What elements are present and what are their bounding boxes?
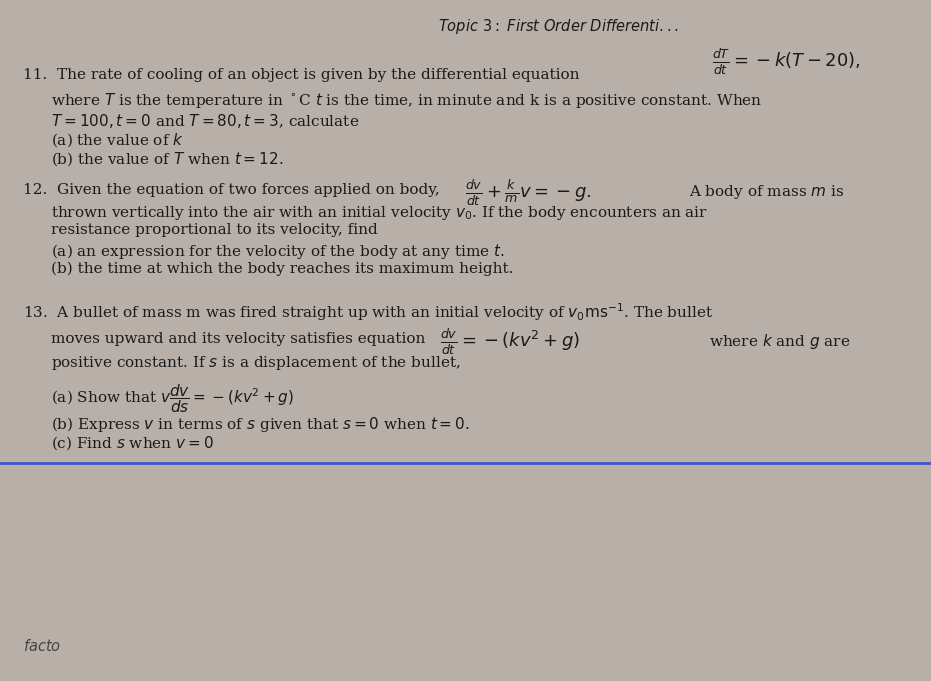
Text: 11.  The rate of cooling of an object is given by the differential equation: 11. The rate of cooling of an object is … bbox=[23, 68, 580, 82]
Text: (a) Show that $v\dfrac{dv}{ds}=-(kv^2+g)$: (a) Show that $v\dfrac{dv}{ds}=-(kv^2+g)… bbox=[51, 383, 294, 415]
Text: $\frac{dv}{dt}=-(kv^2+g)$: $\frac{dv}{dt}=-(kv^2+g)$ bbox=[440, 328, 580, 358]
Text: $T=100, t=0$ and $T=80, t=3$, calculate: $T=100, t=0$ and $T=80, t=3$, calculate bbox=[51, 112, 359, 129]
Text: 12.  Given the equation of two forces applied on body,: 12. Given the equation of two forces app… bbox=[23, 183, 440, 197]
Text: (c) Find $s$ when $v=0$: (c) Find $s$ when $v=0$ bbox=[51, 434, 214, 452]
Text: thrown vertically into the air with an initial velocity $v_0$. If the body encou: thrown vertically into the air with an i… bbox=[51, 204, 708, 222]
Text: (b) Express $v$ in terms of $s$ given that $s=0$ when $t=0.$: (b) Express $v$ in terms of $s$ given th… bbox=[51, 415, 470, 434]
Text: $\frac{dT}{dt}=-k(T-20),$: $\frac{dT}{dt}=-k(T-20),$ bbox=[712, 48, 861, 78]
Text: A body of mass $m$ is: A body of mass $m$ is bbox=[689, 183, 844, 200]
Text: $\frac{dv}{dt}+\frac{k}{m}v=-g$.: $\frac{dv}{dt}+\frac{k}{m}v=-g$. bbox=[466, 178, 592, 208]
Text: resistance proportional to its velocity, find: resistance proportional to its velocity,… bbox=[51, 223, 378, 238]
Text: (a) the value of $k$: (a) the value of $k$ bbox=[51, 131, 184, 149]
Text: moves upward and its velocity satisfies equation: moves upward and its velocity satisfies … bbox=[51, 332, 425, 347]
Text: where $T$ is the temperature in $^\circ$C $t$ is the time, in minute and k is a : where $T$ is the temperature in $^\circ$… bbox=[51, 91, 762, 110]
Text: (b) the value of $T$ when $t=12.$: (b) the value of $T$ when $t=12.$ bbox=[51, 151, 284, 168]
Text: where $k$ and $g$ are: where $k$ and $g$ are bbox=[709, 332, 851, 351]
Text: (b) the time at which the body reaches its maximum height.: (b) the time at which the body reaches i… bbox=[51, 262, 514, 276]
Text: 13.  A bullet of mass m was fired straight up with an initial velocity of $v_0\m: 13. A bullet of mass m was fired straigh… bbox=[23, 301, 713, 323]
Text: (a) an expression for the velocity of the body at any time $t.$: (a) an expression for the velocity of th… bbox=[51, 242, 505, 262]
Text: $\mathit{Topic\ 3:\ First\ Order\ Differenti...}$: $\mathit{Topic\ 3:\ First\ Order\ Differ… bbox=[439, 17, 679, 36]
Text: positive constant. If $s$ is a displacement of the bullet,: positive constant. If $s$ is a displacem… bbox=[51, 354, 461, 372]
Text: $\mathit{facto}$: $\mathit{facto}$ bbox=[23, 638, 61, 654]
